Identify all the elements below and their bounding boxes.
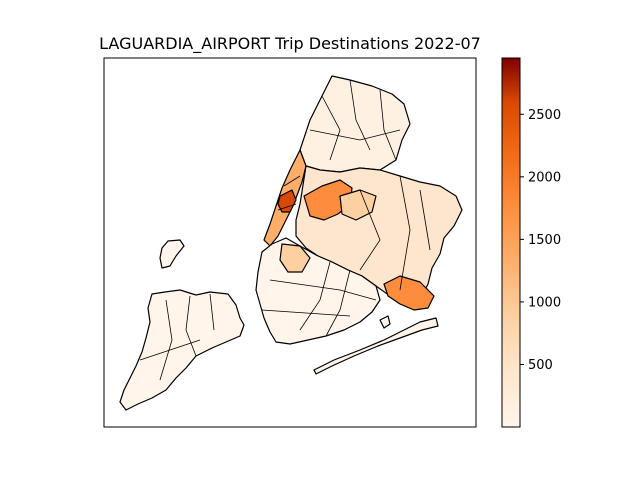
map-axes-frame [103,57,477,428]
region-staten-island [119,289,245,411]
colorbar-ticks: 500 1000 1500 2000 2500 [520,108,561,373]
region-jfk [383,275,435,311]
region-downtown-brooklyn [279,243,311,273]
chart-title: LAGUARDIA_AIRPORT Trip Destinations 2022… [99,34,481,53]
region-midtown [277,189,297,213]
colorbar-tick-label: 1000 [528,295,561,310]
colorbar-tick-label: 1500 [528,233,561,248]
colorbar-tick-label: 500 [528,358,553,373]
region-island-bottom [379,315,391,329]
colorbar-tick-label: 2500 [528,108,561,123]
map-regions [119,75,463,411]
map-neighborhood-lines [139,79,431,381]
region-rockaway [313,317,439,375]
region-island-left [159,239,185,269]
colorbar [501,57,521,428]
region-bronx [299,75,411,173]
colorbar-tick-label: 2000 [528,170,561,185]
